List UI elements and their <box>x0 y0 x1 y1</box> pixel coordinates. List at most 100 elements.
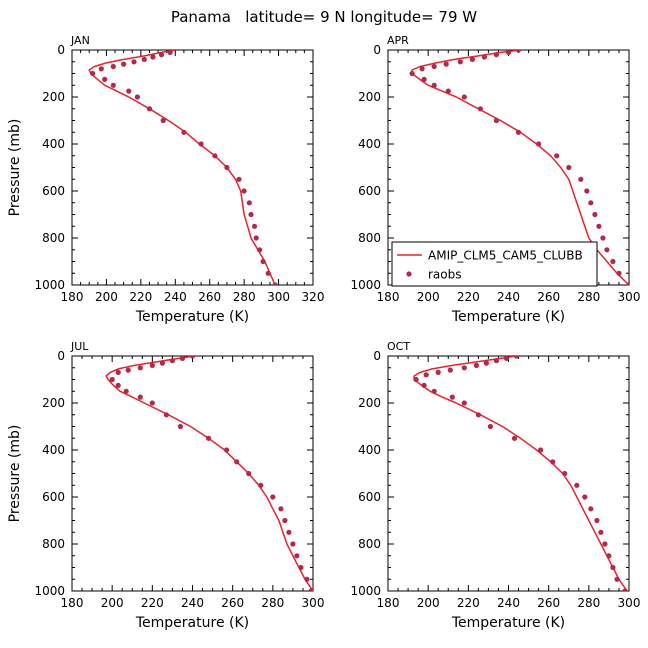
y-tick-label: 200 <box>358 396 381 410</box>
raobs-point <box>626 282 629 285</box>
plot-frame <box>387 355 630 592</box>
raobs-point <box>158 52 165 58</box>
raobs-point <box>493 52 499 58</box>
x-axis-label: Temperature (K) <box>451 309 565 325</box>
raobs-point <box>538 447 544 453</box>
x-tick-label: 260 <box>537 596 560 610</box>
raobs-point <box>515 50 522 53</box>
raobs-point <box>198 141 204 147</box>
x-tick-label: 180 <box>377 596 400 610</box>
y-axis-label: Pressure (mb) <box>7 119 23 217</box>
raobs-point <box>141 56 147 63</box>
y-tick-label: 0 <box>57 43 65 57</box>
plot-area <box>105 356 313 591</box>
raobs-point <box>260 258 266 265</box>
raobs-point <box>584 188 590 194</box>
y-tick-label: 600 <box>42 490 65 504</box>
raobs-point <box>602 541 608 547</box>
raobs-point <box>90 70 96 77</box>
model-line <box>411 50 629 285</box>
panel-label-jan: JAN <box>70 34 90 47</box>
x-tick-label: 280 <box>233 290 256 304</box>
raobs-point <box>123 388 129 394</box>
raobs-point <box>160 117 166 124</box>
x-tick-label: 240 <box>497 596 520 610</box>
raobs-point <box>481 54 487 60</box>
y-tick-label: 600 <box>358 184 381 198</box>
raobs-point <box>445 88 451 94</box>
raobs-point <box>126 88 132 94</box>
x-tick-label: 220 <box>457 290 480 304</box>
raobs-point <box>473 362 479 368</box>
legend-marker-swatch <box>406 271 412 277</box>
raobs-point <box>421 76 427 82</box>
raobs-point <box>110 82 116 88</box>
raobs-point <box>282 517 288 524</box>
raobs-point <box>137 394 143 400</box>
raobs-point <box>206 435 212 441</box>
x-tick-label: 260 <box>221 596 244 610</box>
raobs-point <box>115 382 121 388</box>
x-tick-label: 280 <box>577 290 600 304</box>
raobs-point <box>125 367 131 373</box>
raobs-point <box>163 412 169 418</box>
y-tick-label: 800 <box>42 537 65 551</box>
y-axis-label: Pressure (mb) <box>7 425 23 523</box>
legend: AMIP_CLM5_CAM5_CLUBB raobs <box>391 241 598 287</box>
raobs-point <box>469 56 475 63</box>
y-tick-label: 0 <box>57 349 65 363</box>
raobs-point <box>224 164 230 171</box>
raobs-point <box>423 372 429 378</box>
raobs-point <box>189 356 196 359</box>
raobs-point <box>246 200 252 206</box>
x-tick-label: 280 <box>577 596 600 610</box>
y-tick-label: 200 <box>358 90 381 104</box>
raobs-point <box>251 223 258 229</box>
plot-area <box>88 50 278 285</box>
raobs-point <box>272 282 278 285</box>
x-axis-label: Temperature (K) <box>135 615 249 631</box>
raobs-point <box>294 553 300 559</box>
raobs-point <box>477 106 483 112</box>
raobs-point <box>110 63 116 70</box>
legend-box <box>391 241 598 287</box>
raobs-point <box>149 362 155 368</box>
x-axis-label: Temperature (K) <box>135 309 249 325</box>
raobs-point <box>236 176 242 182</box>
raobs-point <box>248 211 254 218</box>
raobs-point <box>513 356 520 359</box>
x-tick-label: 260 <box>198 290 221 304</box>
x-tick-label: 220 <box>457 596 480 610</box>
raobs-point <box>270 494 276 500</box>
raobs-point <box>449 394 455 400</box>
raobs-point <box>610 258 616 265</box>
x-tick-label: 300 <box>618 596 641 610</box>
raobs-point <box>246 470 252 477</box>
raobs-point <box>413 376 419 383</box>
model-line <box>88 50 276 285</box>
raobs-point <box>443 61 449 67</box>
raobs-point <box>146 106 153 112</box>
x-tick-label: 260 <box>537 290 560 304</box>
panel-label-jul: JUL <box>70 340 89 353</box>
raobs-point <box>159 360 165 366</box>
raobs-point <box>594 517 600 524</box>
y-tick-label: 200 <box>42 90 65 104</box>
raobs-point <box>98 66 104 72</box>
y-tick-label: 200 <box>42 396 65 410</box>
x-tick-label: 280 <box>261 596 284 610</box>
plot-area <box>409 50 629 285</box>
raobs-point <box>419 66 425 72</box>
x-tick-label: 240 <box>181 596 204 610</box>
x-tick-label: 320 <box>302 290 325 304</box>
raobs-point <box>409 70 415 77</box>
raobs-point <box>588 506 594 512</box>
figure-title: Panama latitude= 9 N longitude= 79 W <box>171 8 477 26</box>
raobs-point <box>503 356 510 361</box>
raobs-point <box>431 388 437 394</box>
panel-oct: 180 200 220 240 260 280 300 0 200 400 600 800 1000 Te… <box>350 340 640 631</box>
y-tick-label: 800 <box>358 231 381 245</box>
raobs-point <box>134 94 140 100</box>
raobs-point <box>224 447 230 453</box>
panel-jul: 180 200 220 240 260 280 300 0 200 400 600 800 1000 Te… <box>7 340 324 631</box>
